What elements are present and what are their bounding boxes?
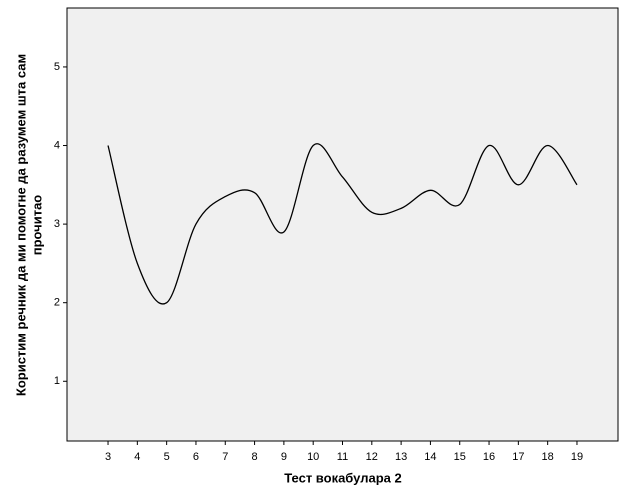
x-tick-label: 10 (307, 451, 319, 463)
x-tick-label: 14 (424, 451, 436, 463)
x-tick-label: 4 (134, 451, 140, 463)
x-tick-label: 12 (366, 451, 378, 463)
y-tick-label: 5 (54, 61, 60, 73)
x-tick-label: 19 (571, 451, 583, 463)
x-tick-label: 18 (542, 451, 554, 463)
y-tick-label: 1 (54, 375, 60, 387)
line (107, 143, 578, 305)
x-tick-label: 15 (454, 451, 466, 463)
x-tick-label: 8 (252, 451, 258, 463)
x-axis-title: Тест вокабулара 2 (284, 470, 401, 485)
y-axis-title-line: Користим речник да ми помогне да разумем… (13, 54, 28, 396)
x-tick-label: 13 (395, 451, 407, 463)
y-tick-label: 2 (54, 297, 60, 309)
x-tick-label: 7 (222, 451, 228, 463)
y-tick-label: 4 (54, 139, 60, 151)
x-tick-label: 11 (337, 451, 348, 463)
x-tick-label: 5 (164, 451, 170, 463)
x-tick-label: 16 (483, 451, 495, 463)
plot-area (66, 7, 619, 442)
x-tick-label: 17 (512, 451, 524, 463)
y-tick-label: 3 (54, 218, 60, 230)
x-tick-label: 3 (105, 451, 111, 463)
y-axis-title-line: прочитао (29, 195, 44, 256)
x-tick-label: 9 (281, 451, 287, 463)
x-tick-label: 6 (193, 451, 199, 463)
y-axis-title: Користим речник да ми помогне да разумем… (13, 54, 44, 396)
